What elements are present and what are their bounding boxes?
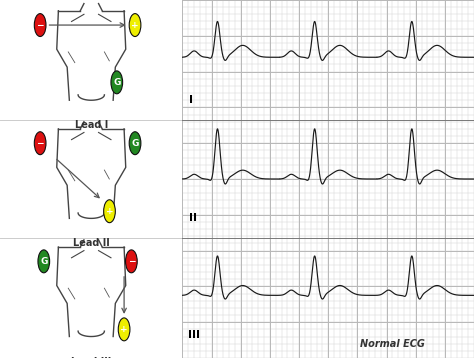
- Text: I: I: [189, 95, 193, 105]
- Text: G: G: [113, 78, 120, 87]
- Text: Lead I: Lead I: [74, 120, 108, 130]
- Text: Lead III: Lead III: [71, 357, 111, 358]
- Text: +: +: [106, 207, 113, 216]
- Text: Normal ECG: Normal ECG: [360, 339, 425, 349]
- Text: −: −: [36, 139, 44, 148]
- Text: Lead II: Lead II: [73, 238, 109, 248]
- Text: III: III: [188, 330, 200, 340]
- Text: +: +: [131, 20, 139, 30]
- Circle shape: [118, 318, 130, 341]
- Circle shape: [129, 132, 141, 155]
- Text: −: −: [128, 257, 135, 266]
- Text: +: +: [120, 325, 128, 334]
- Text: −: −: [36, 20, 44, 30]
- Circle shape: [38, 250, 50, 273]
- Circle shape: [129, 14, 141, 37]
- Circle shape: [34, 14, 46, 37]
- Circle shape: [104, 200, 115, 223]
- Text: G: G: [131, 139, 139, 148]
- Circle shape: [34, 132, 46, 155]
- Circle shape: [111, 71, 123, 94]
- Text: G: G: [40, 257, 47, 266]
- Text: II: II: [189, 213, 197, 223]
- Circle shape: [126, 250, 137, 273]
